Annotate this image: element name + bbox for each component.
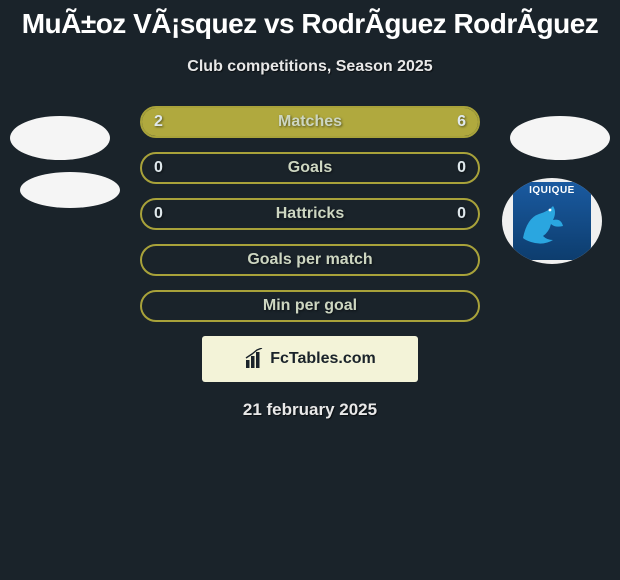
comparison-subtitle: Club competitions, Season 2025 <box>0 58 620 76</box>
stat-bar-row: Min per goal <box>140 290 480 322</box>
club-right-badge: IQUIQUE <box>502 178 602 264</box>
player-right-placeholder <box>510 116 610 160</box>
stat-bar-row: 0Goals0 <box>140 152 480 184</box>
bar-value-left: 2 <box>154 113 184 131</box>
stat-bar-row: Goals per match <box>140 244 480 276</box>
brand-badge: FcTables.com <box>202 336 418 382</box>
bar-value-left: 0 <box>154 159 184 177</box>
bar-label: Matches <box>184 113 436 131</box>
bar-value-right: 0 <box>436 205 466 223</box>
comparison-title: MuÃ±oz VÃ¡squez vs RodrÃ­guez RodrÃ­guez <box>0 0 620 40</box>
bar-label: Goals per match <box>184 251 436 269</box>
bar-value-right: 6 <box>436 113 466 131</box>
bar-label: Hattricks <box>184 205 436 223</box>
comparison-date: 21 february 2025 <box>0 400 620 420</box>
brand-text: FcTables.com <box>270 350 376 368</box>
stat-bar-row: 2Matches6 <box>140 106 480 138</box>
bar-label: Goals <box>184 159 436 177</box>
stat-bar-row: 0Hattricks0 <box>140 198 480 230</box>
player-left-placeholder <box>10 116 110 160</box>
stat-bars: 2Matches60Goals00Hattricks0Goals per mat… <box>140 106 480 322</box>
club-left-placeholder <box>20 172 120 208</box>
bar-value-right: 0 <box>436 159 466 177</box>
bars-icon <box>244 348 266 370</box>
dragon-icon <box>513 198 569 248</box>
bar-label: Min per goal <box>184 297 436 315</box>
club-badge-text: IQUIQUE <box>513 185 591 196</box>
bar-value-left: 0 <box>154 205 184 223</box>
